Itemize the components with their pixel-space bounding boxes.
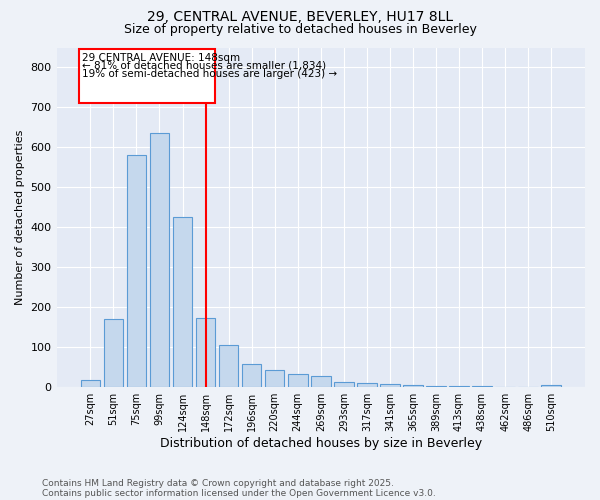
Text: Contains public sector information licensed under the Open Government Licence v3: Contains public sector information licen… — [42, 488, 436, 498]
Text: 19% of semi-detached houses are larger (423) →: 19% of semi-detached houses are larger (… — [82, 70, 337, 80]
Bar — [449, 386, 469, 387]
Bar — [311, 376, 331, 387]
Bar — [80, 380, 100, 387]
Bar — [472, 386, 492, 387]
Text: Contains HM Land Registry data © Crown copyright and database right 2025.: Contains HM Land Registry data © Crown c… — [42, 478, 394, 488]
Bar — [127, 156, 146, 387]
Text: 29 CENTRAL AVENUE: 148sqm: 29 CENTRAL AVENUE: 148sqm — [82, 52, 241, 62]
Text: 29, CENTRAL AVENUE, BEVERLEY, HU17 8LL: 29, CENTRAL AVENUE, BEVERLEY, HU17 8LL — [147, 10, 453, 24]
Bar — [173, 218, 193, 387]
Bar — [380, 384, 400, 387]
Text: Size of property relative to detached houses in Beverley: Size of property relative to detached ho… — [124, 22, 476, 36]
Bar — [334, 382, 353, 387]
Bar — [357, 383, 377, 387]
Bar — [541, 385, 561, 387]
Bar — [288, 374, 308, 387]
Bar — [196, 318, 215, 387]
Bar — [149, 134, 169, 387]
Text: ← 81% of detached houses are smaller (1,834): ← 81% of detached houses are smaller (1,… — [82, 60, 326, 70]
X-axis label: Distribution of detached houses by size in Beverley: Distribution of detached houses by size … — [160, 437, 482, 450]
Bar — [104, 320, 123, 387]
Y-axis label: Number of detached properties: Number of detached properties — [15, 130, 25, 305]
Bar — [219, 345, 238, 387]
Bar — [403, 385, 423, 387]
Bar — [242, 364, 262, 387]
Bar — [426, 386, 446, 387]
Bar — [265, 370, 284, 387]
FancyBboxPatch shape — [79, 50, 215, 104]
